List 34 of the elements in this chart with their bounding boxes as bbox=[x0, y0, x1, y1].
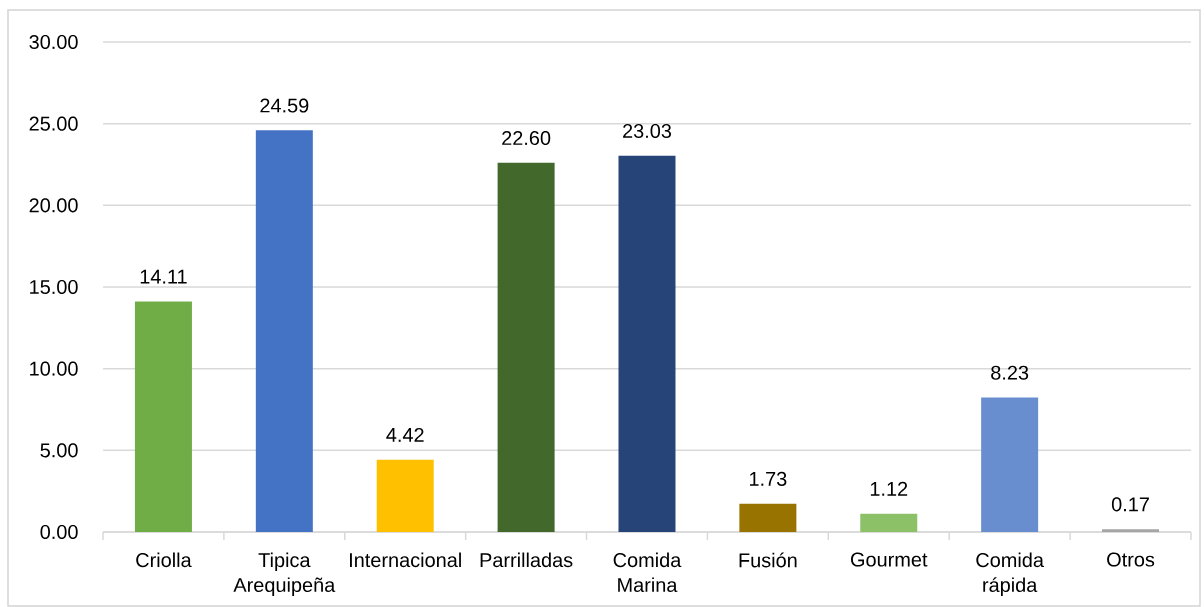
data-label: 8.23 bbox=[991, 365, 1029, 380]
y-tick-label: 10.00 bbox=[30, 361, 78, 376]
data-label: 1.73 bbox=[750, 471, 787, 486]
x-tick-label: Otros bbox=[1107, 552, 1155, 567]
x-tick-label: Gourmet bbox=[851, 552, 928, 567]
y-tick-label: 15.00 bbox=[30, 279, 78, 295]
bar bbox=[981, 397, 1039, 532]
data-label: 24.59 bbox=[260, 98, 309, 113]
data-label: 0.17 bbox=[1111, 497, 1149, 512]
bar bbox=[860, 513, 918, 532]
x-tick-label: Tipica Arequipeña bbox=[233, 552, 336, 597]
data-label: 14.11 bbox=[140, 269, 187, 284]
data-label: 23.03 bbox=[623, 123, 672, 139]
bar bbox=[497, 162, 555, 532]
x-tick-label: Criolla bbox=[136, 552, 192, 568]
bar bbox=[1102, 529, 1160, 532]
x-tick-label: Fusión bbox=[739, 552, 797, 568]
bar bbox=[739, 503, 797, 532]
y-tick-label: 25.00 bbox=[29, 116, 78, 131]
bar bbox=[255, 130, 313, 532]
bar bbox=[376, 459, 434, 532]
y-tick-label: 0.00 bbox=[40, 524, 78, 540]
y-tick-label: 5.00 bbox=[40, 443, 78, 458]
x-tick-label: Parrilladas bbox=[480, 552, 573, 568]
y-tick-label: 20.00 bbox=[29, 198, 78, 213]
x-tick-label: Comida rápida bbox=[976, 552, 1044, 597]
x-tick-label: Internacional bbox=[350, 552, 461, 568]
data-label: 4.42 bbox=[386, 427, 424, 442]
bar bbox=[618, 155, 676, 532]
x-tick-label: Comida Marina bbox=[613, 552, 682, 593]
bar bbox=[134, 301, 192, 532]
data-label: 1.12 bbox=[870, 481, 908, 496]
y-tick-label: 30.00 bbox=[29, 34, 78, 50]
data-label: 22.60 bbox=[502, 130, 551, 146]
